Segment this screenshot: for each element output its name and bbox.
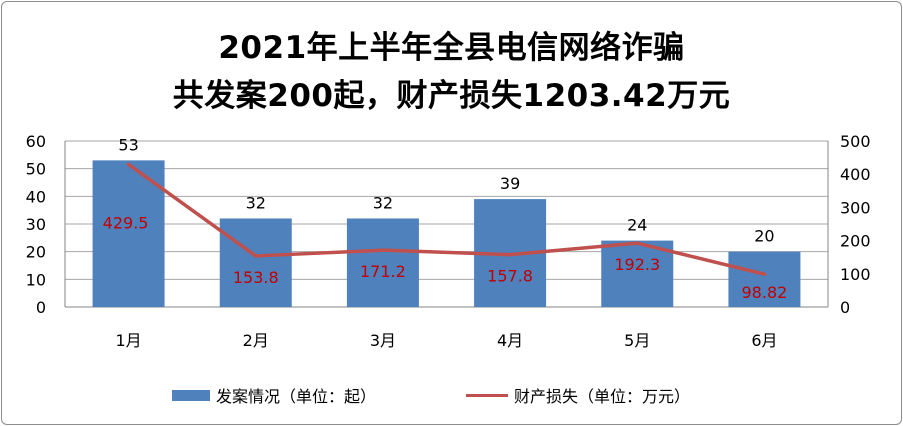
y-left-tick-label: 60 bbox=[26, 132, 46, 151]
legend-swatch-cases bbox=[172, 389, 210, 401]
loss-point bbox=[126, 162, 131, 167]
x-tick-label: 2月 bbox=[243, 331, 269, 350]
loss-data-label: 153.8 bbox=[233, 268, 279, 287]
x-tick-label: 4月 bbox=[497, 331, 523, 350]
bar-data-label: 20 bbox=[754, 227, 774, 246]
bar-2月 bbox=[219, 218, 292, 307]
chart-title-line1: 2021年上半年全县电信网络诈骗 bbox=[218, 30, 685, 66]
legend-label-cases: 发案情况（单位：起） bbox=[216, 387, 377, 406]
y-left-tick-label: 30 bbox=[26, 215, 46, 234]
y-right-tick-label: 200 bbox=[840, 232, 871, 251]
bar-data-label: 24 bbox=[627, 216, 647, 235]
bar-data-label: 32 bbox=[246, 193, 266, 212]
bar-data-label: 32 bbox=[373, 193, 393, 212]
chart-legend: 发案情况（单位：起） 财产损失（单位：万元） bbox=[0, 381, 903, 409]
chart-title-line2: 共发案200起，财产损失1203.42万元 bbox=[172, 78, 731, 114]
y-left-tick-label: 40 bbox=[26, 187, 46, 206]
y-right-tick-label: 400 bbox=[840, 165, 871, 184]
bar-5月 bbox=[601, 240, 674, 307]
loss-point bbox=[508, 252, 512, 257]
y-left-tick-label: 0 bbox=[36, 298, 46, 317]
y-right-tick-label: 500 bbox=[840, 132, 871, 151]
x-tick-label: 1月 bbox=[115, 331, 141, 350]
loss-point bbox=[253, 254, 258, 258]
y-left-tick-label: 20 bbox=[26, 243, 46, 262]
y-right-tick-label: 300 bbox=[840, 198, 871, 217]
y-right-tick-label: 100 bbox=[840, 265, 871, 284]
legend-item-loss: 财产损失（单位：万元） bbox=[466, 381, 690, 409]
x-tick-label: 3月 bbox=[370, 331, 396, 350]
loss-point bbox=[762, 272, 767, 276]
bar-data-label: 53 bbox=[118, 135, 138, 154]
loss-point bbox=[635, 241, 640, 245]
loss-data-label: 192.3 bbox=[614, 255, 660, 274]
bar-1月 bbox=[92, 160, 165, 307]
x-tick-label: 6月 bbox=[751, 331, 777, 350]
loss-data-label: 171.2 bbox=[360, 262, 406, 281]
bar-6月 bbox=[728, 251, 801, 307]
loss-line bbox=[127, 162, 765, 276]
y-right-tick-label: 0 bbox=[840, 298, 850, 317]
bar-data-label: 39 bbox=[500, 174, 520, 193]
x-tick-label: 5月 bbox=[624, 331, 650, 350]
y-left-tick-label: 50 bbox=[26, 160, 46, 179]
legend-swatch-loss bbox=[466, 393, 508, 397]
legend-label-loss: 财产损失（单位：万元） bbox=[514, 387, 691, 406]
loss-data-label: 98.82 bbox=[742, 283, 788, 302]
legend-item-cases: 发案情况（单位：起） bbox=[172, 381, 376, 409]
loss-data-label: 157.8 bbox=[487, 267, 533, 286]
y-left-tick-label: 10 bbox=[26, 270, 46, 289]
loss-point bbox=[381, 248, 385, 252]
bar-3月 bbox=[346, 218, 419, 307]
loss-data-label: 429.5 bbox=[103, 213, 149, 232]
